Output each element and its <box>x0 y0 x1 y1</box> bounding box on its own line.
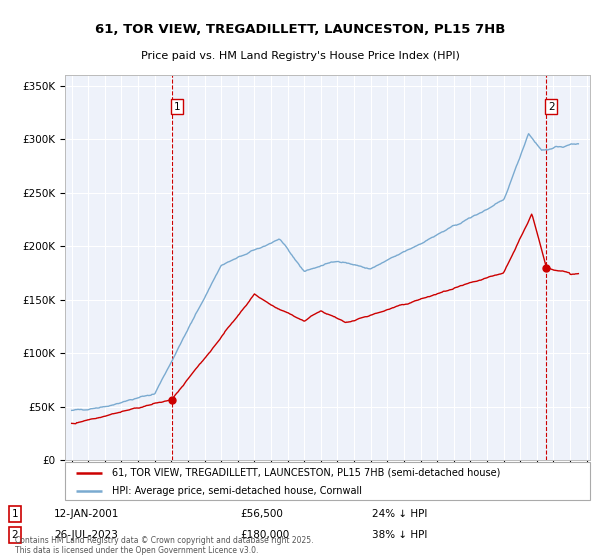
Text: 38% ↓ HPI: 38% ↓ HPI <box>372 530 427 540</box>
Text: 26-JUL-2023: 26-JUL-2023 <box>54 530 118 540</box>
Text: HPI: Average price, semi-detached house, Cornwall: HPI: Average price, semi-detached house,… <box>112 486 362 496</box>
Text: 1: 1 <box>11 508 19 519</box>
Text: 2: 2 <box>11 530 19 540</box>
Text: 2: 2 <box>548 102 554 112</box>
Text: 1: 1 <box>173 102 180 112</box>
Text: £56,500: £56,500 <box>240 508 283 519</box>
Text: £180,000: £180,000 <box>240 530 289 540</box>
Text: 61, TOR VIEW, TREGADILLETT, LAUNCESTON, PL15 7HB: 61, TOR VIEW, TREGADILLETT, LAUNCESTON, … <box>95 24 505 36</box>
Text: 24% ↓ HPI: 24% ↓ HPI <box>372 508 427 519</box>
Text: 12-JAN-2001: 12-JAN-2001 <box>54 508 119 519</box>
FancyBboxPatch shape <box>65 462 590 500</box>
Text: Contains HM Land Registry data © Crown copyright and database right 2025.
This d: Contains HM Land Registry data © Crown c… <box>15 536 314 556</box>
Text: Price paid vs. HM Land Registry's House Price Index (HPI): Price paid vs. HM Land Registry's House … <box>140 51 460 60</box>
Text: 61, TOR VIEW, TREGADILLETT, LAUNCESTON, PL15 7HB (semi-detached house): 61, TOR VIEW, TREGADILLETT, LAUNCESTON, … <box>112 468 500 478</box>
